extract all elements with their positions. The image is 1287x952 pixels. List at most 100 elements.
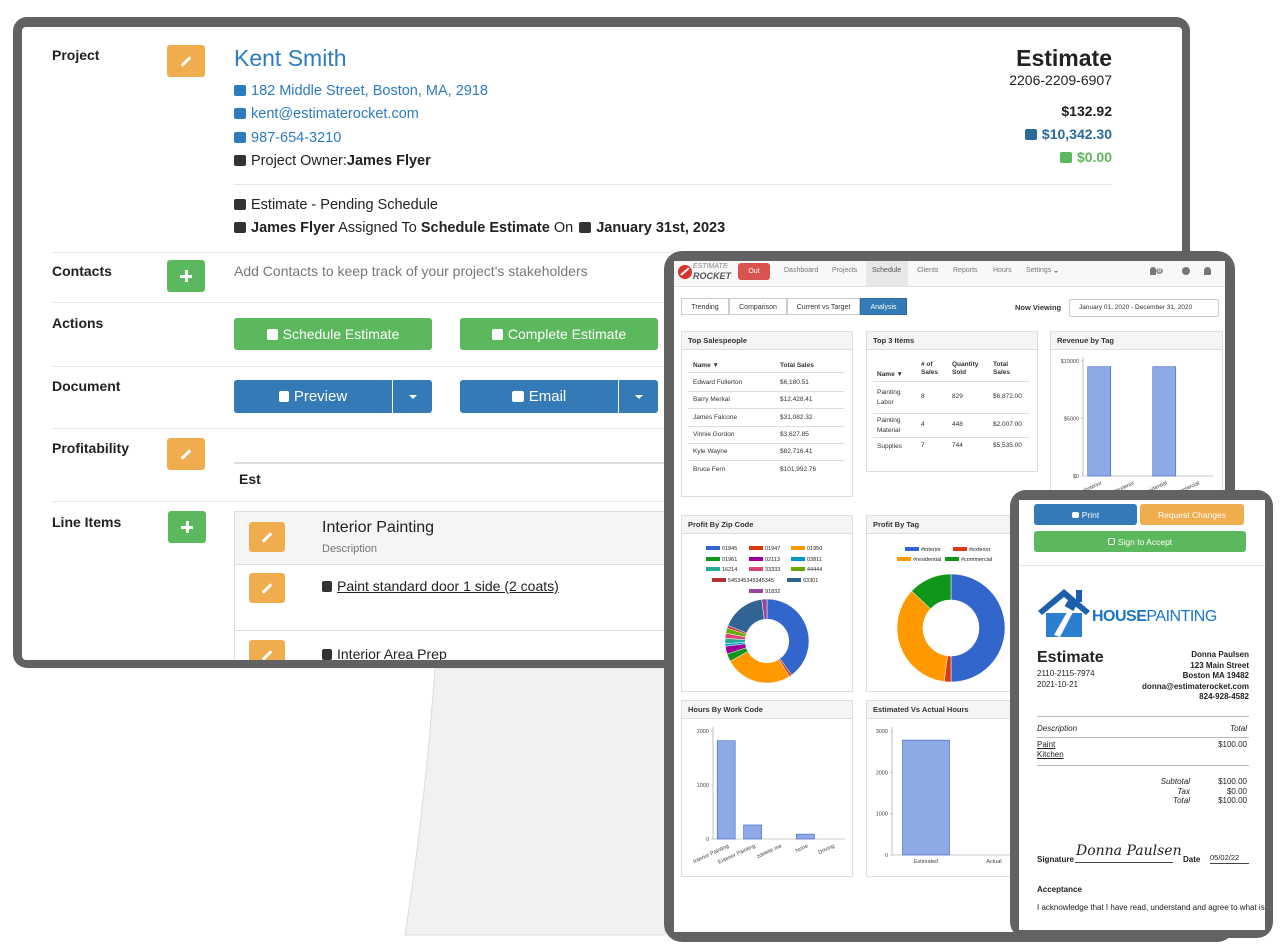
y-tick-label: $10000 — [1061, 359, 1079, 365]
table-cell: Barry Merkal — [693, 396, 730, 403]
table-cell: Painting Material — [877, 417, 901, 434]
table-cell: James Falcone — [693, 414, 738, 421]
section-label: Profitability — [52, 440, 130, 456]
edit-button[interactable] — [167, 45, 205, 77]
donut-slice — [727, 599, 765, 634]
table-cell: Edward Fullerton — [693, 379, 743, 386]
y-tick-label: 0 — [706, 837, 709, 843]
bar — [1087, 366, 1112, 477]
legend-swatch — [791, 557, 805, 561]
legend-label: #exterior — [969, 547, 991, 553]
group-name: Interior Painting — [322, 519, 435, 536]
date-range-picker[interactable]: January 01, 2020 - December 31, 2020 — [1069, 299, 1219, 317]
action-button[interactable]: Schedule Estimate — [234, 318, 432, 350]
button-text: Schedule Estimate — [282, 326, 400, 342]
document-button[interactable]: Preview — [234, 380, 392, 413]
bar — [796, 833, 815, 840]
line-item[interactable]: Paint standard door 1 side (2 coats) — [322, 578, 559, 594]
bar — [902, 739, 950, 856]
edit-button[interactable] — [249, 640, 285, 660]
column-header: Total — [1229, 724, 1247, 733]
client-name: Kent Smith — [234, 45, 347, 71]
client-address[interactable]: 182 Middle Street, Boston, MA, 2918 — [234, 83, 488, 99]
legend-swatch — [749, 546, 763, 550]
assign-verb: Assigned To — [338, 220, 417, 236]
line-item[interactable]: Interior Area Prep — [322, 646, 447, 660]
action-button[interactable]: Complete Estimate — [460, 318, 658, 350]
item-name: Paint — [1037, 740, 1056, 749]
nav-item[interactable]: Hours — [993, 267, 1012, 274]
legend-label: 01947 — [765, 546, 780, 552]
status: Estimate - Pending Schedule — [234, 197, 438, 213]
legend-label: #commercial — [961, 557, 992, 563]
bell-icon[interactable] — [1150, 267, 1156, 275]
y-tick-label: $0 — [1073, 474, 1079, 480]
edit-button[interactable] — [249, 573, 285, 603]
contacts-hint: Add Contacts to keep track of your proje… — [234, 263, 588, 279]
y-tick-label: 2000 — [876, 770, 888, 776]
request-changes-button[interactable]: Request Changes — [1140, 504, 1244, 525]
legend-label: 01845 — [722, 546, 737, 552]
table-cell: # of Sales — [921, 361, 938, 376]
panel-title: Estimated Vs Actual Hours — [867, 701, 1037, 719]
legend-swatch — [749, 589, 763, 593]
nav-item[interactable]: Projects — [832, 267, 858, 274]
acceptance-text: I acknowledge that I have read, understa… — [1037, 903, 1265, 912]
table-cell: $6,872.00 — [993, 393, 1022, 400]
help-icon[interactable] — [1182, 267, 1190, 275]
document-button[interactable]: Email — [460, 380, 618, 413]
estimate-number: 2206-2209-6907 — [1009, 72, 1112, 88]
edit-button[interactable] — [167, 438, 205, 470]
panel: Top Salespeople — [681, 331, 853, 497]
nav-item[interactable]: Dashboard — [784, 267, 819, 274]
button-text: Request Changes — [1157, 509, 1227, 520]
table-cell: 829 — [952, 393, 963, 400]
tab[interactable]: Trending — [681, 298, 729, 315]
project-owner: Project Owner:James Flyer — [234, 153, 431, 169]
nav-item[interactable]: Schedule — [872, 267, 902, 274]
panel: Estimated Vs Actual Hours — [866, 700, 1038, 877]
tab[interactable]: Analysis — [860, 298, 907, 315]
legend-swatch — [706, 567, 720, 571]
date-label: Date — [1183, 855, 1201, 864]
client-line: Boston MA 19482 — [1182, 671, 1249, 680]
print-button[interactable]: Print — [1034, 504, 1137, 525]
x-tick-label: None — [795, 843, 809, 854]
client-email[interactable]: kent@estimaterocket.com — [234, 106, 419, 122]
edit-button[interactable] — [249, 522, 285, 552]
nav-item[interactable]: Settings — [1026, 267, 1052, 274]
estimate-total: $10,342.30 — [1024, 126, 1112, 142]
add-item-button[interactable] — [168, 511, 206, 543]
dropdown-toggle[interactable] — [393, 380, 432, 413]
sign-button[interactable]: Sign to Accept — [1034, 531, 1246, 552]
legend-label: 91832 — [765, 589, 780, 595]
tab[interactable]: Comparison — [729, 298, 787, 315]
table-cell: $12,428.41 — [780, 396, 813, 403]
nav-item[interactable]: Clients — [917, 267, 939, 274]
client-phone[interactable]: 987-654-3210 — [234, 130, 341, 146]
button-text: Preview — [293, 388, 348, 405]
logout-button[interactable]: Out — [738, 263, 770, 280]
estimate-paid: $0.00 — [1059, 149, 1112, 165]
nav-item[interactable]: Reports — [953, 267, 978, 274]
legend-swatch — [712, 578, 726, 582]
dropdown-toggle[interactable] — [619, 380, 658, 413]
total-value: $100.00 — [1218, 777, 1247, 786]
tab[interactable]: Current vs Target — [787, 298, 860, 315]
user-icon[interactable] — [1204, 267, 1211, 275]
document-screen: Print Request Changes Sign to Accept HOU… — [1019, 500, 1265, 930]
panel: Top 3 Items — [866, 331, 1038, 472]
y-tick-label: 1000 — [697, 783, 709, 789]
y-tick-label: 3000 — [876, 729, 888, 735]
add-contact-button[interactable] — [167, 260, 205, 292]
signature-label: Signature — [1037, 855, 1074, 864]
table-row-line — [688, 408, 844, 409]
client-line: Donna Paulsen — [1191, 650, 1249, 659]
assign-date: January 31st, 2023 — [596, 220, 726, 236]
legend-label: 01950 — [807, 546, 822, 552]
acceptance-title: Acceptance — [1037, 885, 1082, 894]
item-total: $100.00 — [1218, 740, 1247, 749]
donut-slice — [911, 573, 952, 610]
row-divider — [52, 428, 1112, 429]
